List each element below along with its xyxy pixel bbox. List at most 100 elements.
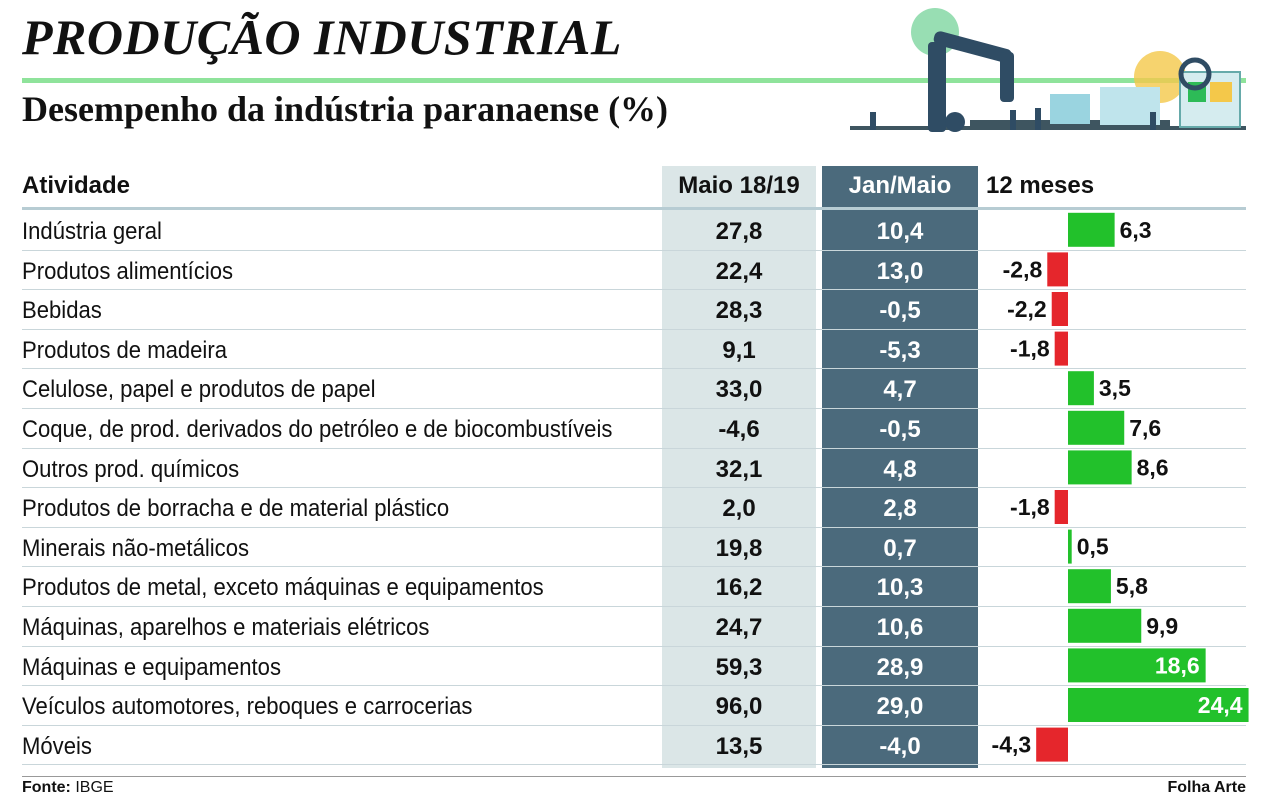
row-separator: [22, 526, 1246, 528]
maio-value-cell: 13,5: [715, 732, 763, 760]
chart-subtitle: Desempenho da indústria paranaense (%): [22, 89, 669, 129]
activity-cell: Móveis: [22, 732, 92, 760]
column-header-atividade: Atividade: [22, 172, 131, 199]
maio-value-cell: -4,6: [718, 416, 760, 443]
bar-value-label: 9,9: [1146, 613, 1178, 639]
bar-value-label: -1,8: [1010, 336, 1050, 362]
table-row: Outros prod. químicos 32,1 4,8: [0, 449, 1269, 489]
table-row: Máquinas, aparelhos e materiais elétrico…: [0, 607, 1269, 647]
jan-maio-value-cell: 10,3: [876, 574, 924, 602]
industry-illustration: [850, 8, 1246, 132]
maio-value-cell: 2,0: [722, 495, 756, 523]
row-separator: [22, 724, 1246, 726]
bar-value-label: 5,8: [1116, 573, 1148, 599]
jan-maio-value-cell: 10,6: [876, 614, 924, 641]
bar-value-label: 3,5: [1099, 375, 1131, 401]
activity-cell: Produtos alimentícios: [22, 257, 234, 285]
title-underline: [22, 78, 1246, 83]
jan-maio-value-cell: 13,0: [876, 257, 924, 285]
jan-maio-value-cell: 0,7: [883, 534, 917, 562]
bar-value-label: 0,5: [1077, 534, 1109, 560]
source-note: Fonte: IBGE: [22, 779, 114, 797]
jan-maio-value-cell: -4,0: [879, 732, 921, 760]
row-separator: [22, 249, 1246, 251]
jan-maio-value-cell: 2,8: [883, 495, 917, 523]
table-row: Produtos de madeira 9,1 -5,3: [0, 330, 1269, 370]
twelve-months-bar-chart: 6,3 -2,8 -2,2 -1,8 3,5 7,6 8,6 -1,8 0,5 5,8 9,9 18,…: [992, 212, 1249, 762]
jan-maio-value-cell: 4,7: [883, 376, 917, 404]
activity-cell: Produtos de metal, exceto máquinas e equ…: [22, 574, 544, 602]
bar-12-meses: [1068, 410, 1125, 445]
bar-12-meses: [1068, 529, 1072, 564]
jan-maio-value-cell: 4,8: [883, 455, 917, 483]
row-separator: [22, 368, 1246, 370]
row-separator: [22, 605, 1246, 607]
activity-cell: Minerais não-metálicos: [22, 534, 250, 562]
row-separator: [22, 685, 1246, 687]
maio-value-cell: 59,3: [715, 653, 763, 681]
row-separator: [22, 645, 1246, 647]
row-separator: [22, 407, 1246, 409]
jan-maio-value-cell: 28,9: [876, 653, 924, 681]
activity-cell: Outros prod. químicos: [22, 455, 240, 483]
table-row: Indústria geral 27,8 10,4: [0, 211, 1269, 251]
jan-maio-value-cell: 29,0: [876, 693, 924, 721]
table-row: Móveis 13,5 -4,0: [0, 726, 1269, 766]
activity-cell: Bebidas: [22, 297, 102, 325]
bar-12-meses: [1036, 727, 1068, 762]
bar-value-label: 24,4: [1198, 692, 1243, 718]
bar-12-meses: [1068, 450, 1132, 485]
row-separator: [22, 447, 1246, 449]
row-separator: [22, 566, 1246, 568]
jan-maio-value-cell: 10,4: [876, 218, 924, 245]
maio-value-cell: 32,1: [715, 455, 763, 483]
column-header-jan-maio: Jan/Maio: [848, 172, 952, 199]
bar-12-meses: [1054, 490, 1068, 524]
activity-cell: Indústria geral: [22, 218, 162, 245]
chart-title: PRODUÇÃO INDUSTRIAL: [22, 9, 622, 65]
maio-value-cell: 16,2: [715, 574, 763, 602]
maio-column-background: [662, 166, 816, 768]
column-header-maio: Maio 18/19: [678, 172, 800, 199]
maio-value-cell: 22,4: [715, 257, 763, 285]
table-row: Produtos alimentícios 22,4 13,0: [0, 251, 1269, 291]
credit: Folha Arte: [1167, 779, 1246, 796]
maio-value-cell: 27,8: [715, 218, 763, 245]
bar-value-label: 18,6: [1155, 652, 1200, 678]
bar-value-label: 6,3: [1120, 217, 1152, 243]
bar-12-meses: [1068, 648, 1206, 683]
bar-12-meses: [1068, 688, 1249, 722]
row-separator: [22, 487, 1246, 489]
activity-cell: Celulose, papel e produtos de papel: [22, 376, 376, 404]
row-separator: [22, 289, 1246, 291]
column-header-12-meses: 12 meses: [986, 172, 1095, 199]
bar-12-meses: [1068, 608, 1142, 643]
maio-value-cell: 9,1: [722, 336, 756, 364]
footer-rule: [22, 776, 1246, 777]
jan-maio-value-cell: -5,3: [879, 336, 921, 364]
activity-cell: Produtos de borracha e de material plást…: [22, 495, 450, 523]
bar-12-meses: [1047, 252, 1068, 287]
bar-value-label: -1,8: [1010, 494, 1050, 520]
table-row: Minerais não-metálicos 19,8 0,7: [0, 528, 1269, 568]
bar-value-label: -2,8: [1003, 256, 1043, 282]
jan-maio-value-cell: -0,5: [879, 416, 921, 443]
bar-value-label: -4,3: [992, 732, 1032, 758]
maio-value-cell: 19,8: [715, 534, 763, 562]
bar-12-meses: [1068, 569, 1111, 604]
table-row: Máquinas e equipamentos 59,3 28,9: [0, 647, 1269, 687]
table-row: Coque, de prod. derivados do petróleo e …: [0, 409, 1269, 449]
source-label: Fonte:: [22, 779, 71, 796]
bar-12-meses: [1051, 292, 1068, 326]
bar-value-label: 7,6: [1129, 415, 1161, 441]
table-row: Produtos de borracha e de material plást…: [0, 488, 1269, 528]
header-rule: [22, 207, 1246, 210]
table-row: Bebidas 28,3 -0,5: [0, 290, 1269, 330]
table-row: Celulose, papel e produtos de papel 33,0 4…: [0, 369, 1269, 409]
activity-cell: Veículos automotores, reboques e carroce…: [22, 693, 473, 721]
maio-value-cell: 96,0: [715, 693, 763, 721]
maio-value-cell: 33,0: [715, 376, 763, 404]
table-row: Produtos de metal, exceto máquinas e equ…: [0, 567, 1269, 607]
maio-value-cell: 28,3: [715, 297, 763, 325]
bar-12-meses: [1068, 212, 1115, 247]
